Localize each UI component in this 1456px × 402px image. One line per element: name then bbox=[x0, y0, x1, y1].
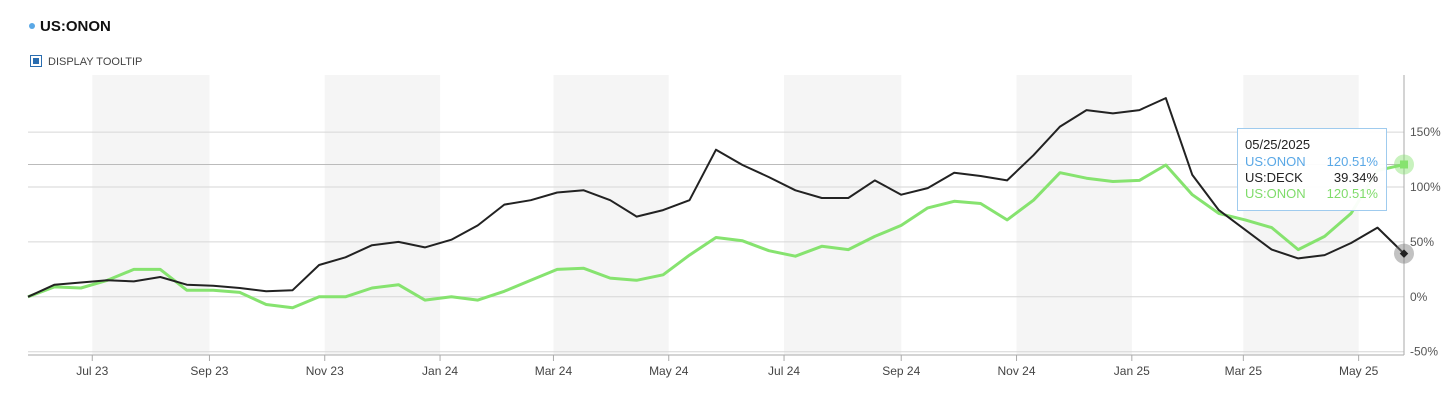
x-tick-label: Nov 23 bbox=[306, 364, 344, 378]
toggle-label[interactable]: DISPLAY TOOLTIP bbox=[48, 56, 142, 68]
x-tick-label: May 24 bbox=[649, 364, 689, 378]
x-tick-label: Nov 24 bbox=[998, 364, 1036, 378]
y-tick-label: 50% bbox=[1410, 235, 1434, 249]
band bbox=[1243, 75, 1359, 355]
band bbox=[784, 75, 902, 355]
tooltip-name: US:ONON bbox=[1245, 154, 1306, 169]
x-tick-label: Jan 25 bbox=[1114, 364, 1150, 378]
tooltip-date: 05/25/2025 bbox=[1245, 137, 1310, 152]
x-tick-label: Sep 24 bbox=[882, 364, 920, 378]
y-tick-label: 150% bbox=[1410, 125, 1441, 139]
x-tick-label: Jan 24 bbox=[422, 364, 458, 378]
hover-marker bbox=[1400, 160, 1408, 169]
tooltip bbox=[1237, 128, 1387, 211]
x-tick-label: May 25 bbox=[1339, 364, 1379, 378]
x-tick-label: Mar 24 bbox=[535, 364, 573, 378]
band bbox=[1016, 75, 1132, 355]
y-tick-label: 100% bbox=[1410, 180, 1441, 194]
tooltip-value: 120.51% bbox=[1327, 154, 1379, 169]
tooltip-value: 120.51% bbox=[1327, 186, 1379, 201]
tooltip-value: 39.34% bbox=[1334, 170, 1379, 185]
x-tick-label: Mar 25 bbox=[1225, 364, 1263, 378]
x-tick-label: Jul 23 bbox=[76, 364, 108, 378]
series-line bbox=[27, 163, 1405, 310]
band bbox=[553, 75, 669, 355]
y-tick-label: -50% bbox=[1410, 345, 1438, 359]
x-tick-label: Sep 23 bbox=[190, 364, 228, 378]
series-line bbox=[27, 97, 1405, 298]
x-tick-label: Jul 24 bbox=[768, 364, 800, 378]
title-dot bbox=[29, 23, 35, 29]
tooltip-name: US:ONON bbox=[1245, 186, 1306, 201]
chart-title: US:ONON bbox=[40, 18, 111, 35]
tooltip-name: US:DECK bbox=[1245, 170, 1303, 185]
y-tick-label: 0% bbox=[1410, 290, 1428, 304]
band bbox=[92, 75, 210, 355]
band bbox=[324, 75, 441, 355]
checkbox-check bbox=[33, 58, 39, 64]
